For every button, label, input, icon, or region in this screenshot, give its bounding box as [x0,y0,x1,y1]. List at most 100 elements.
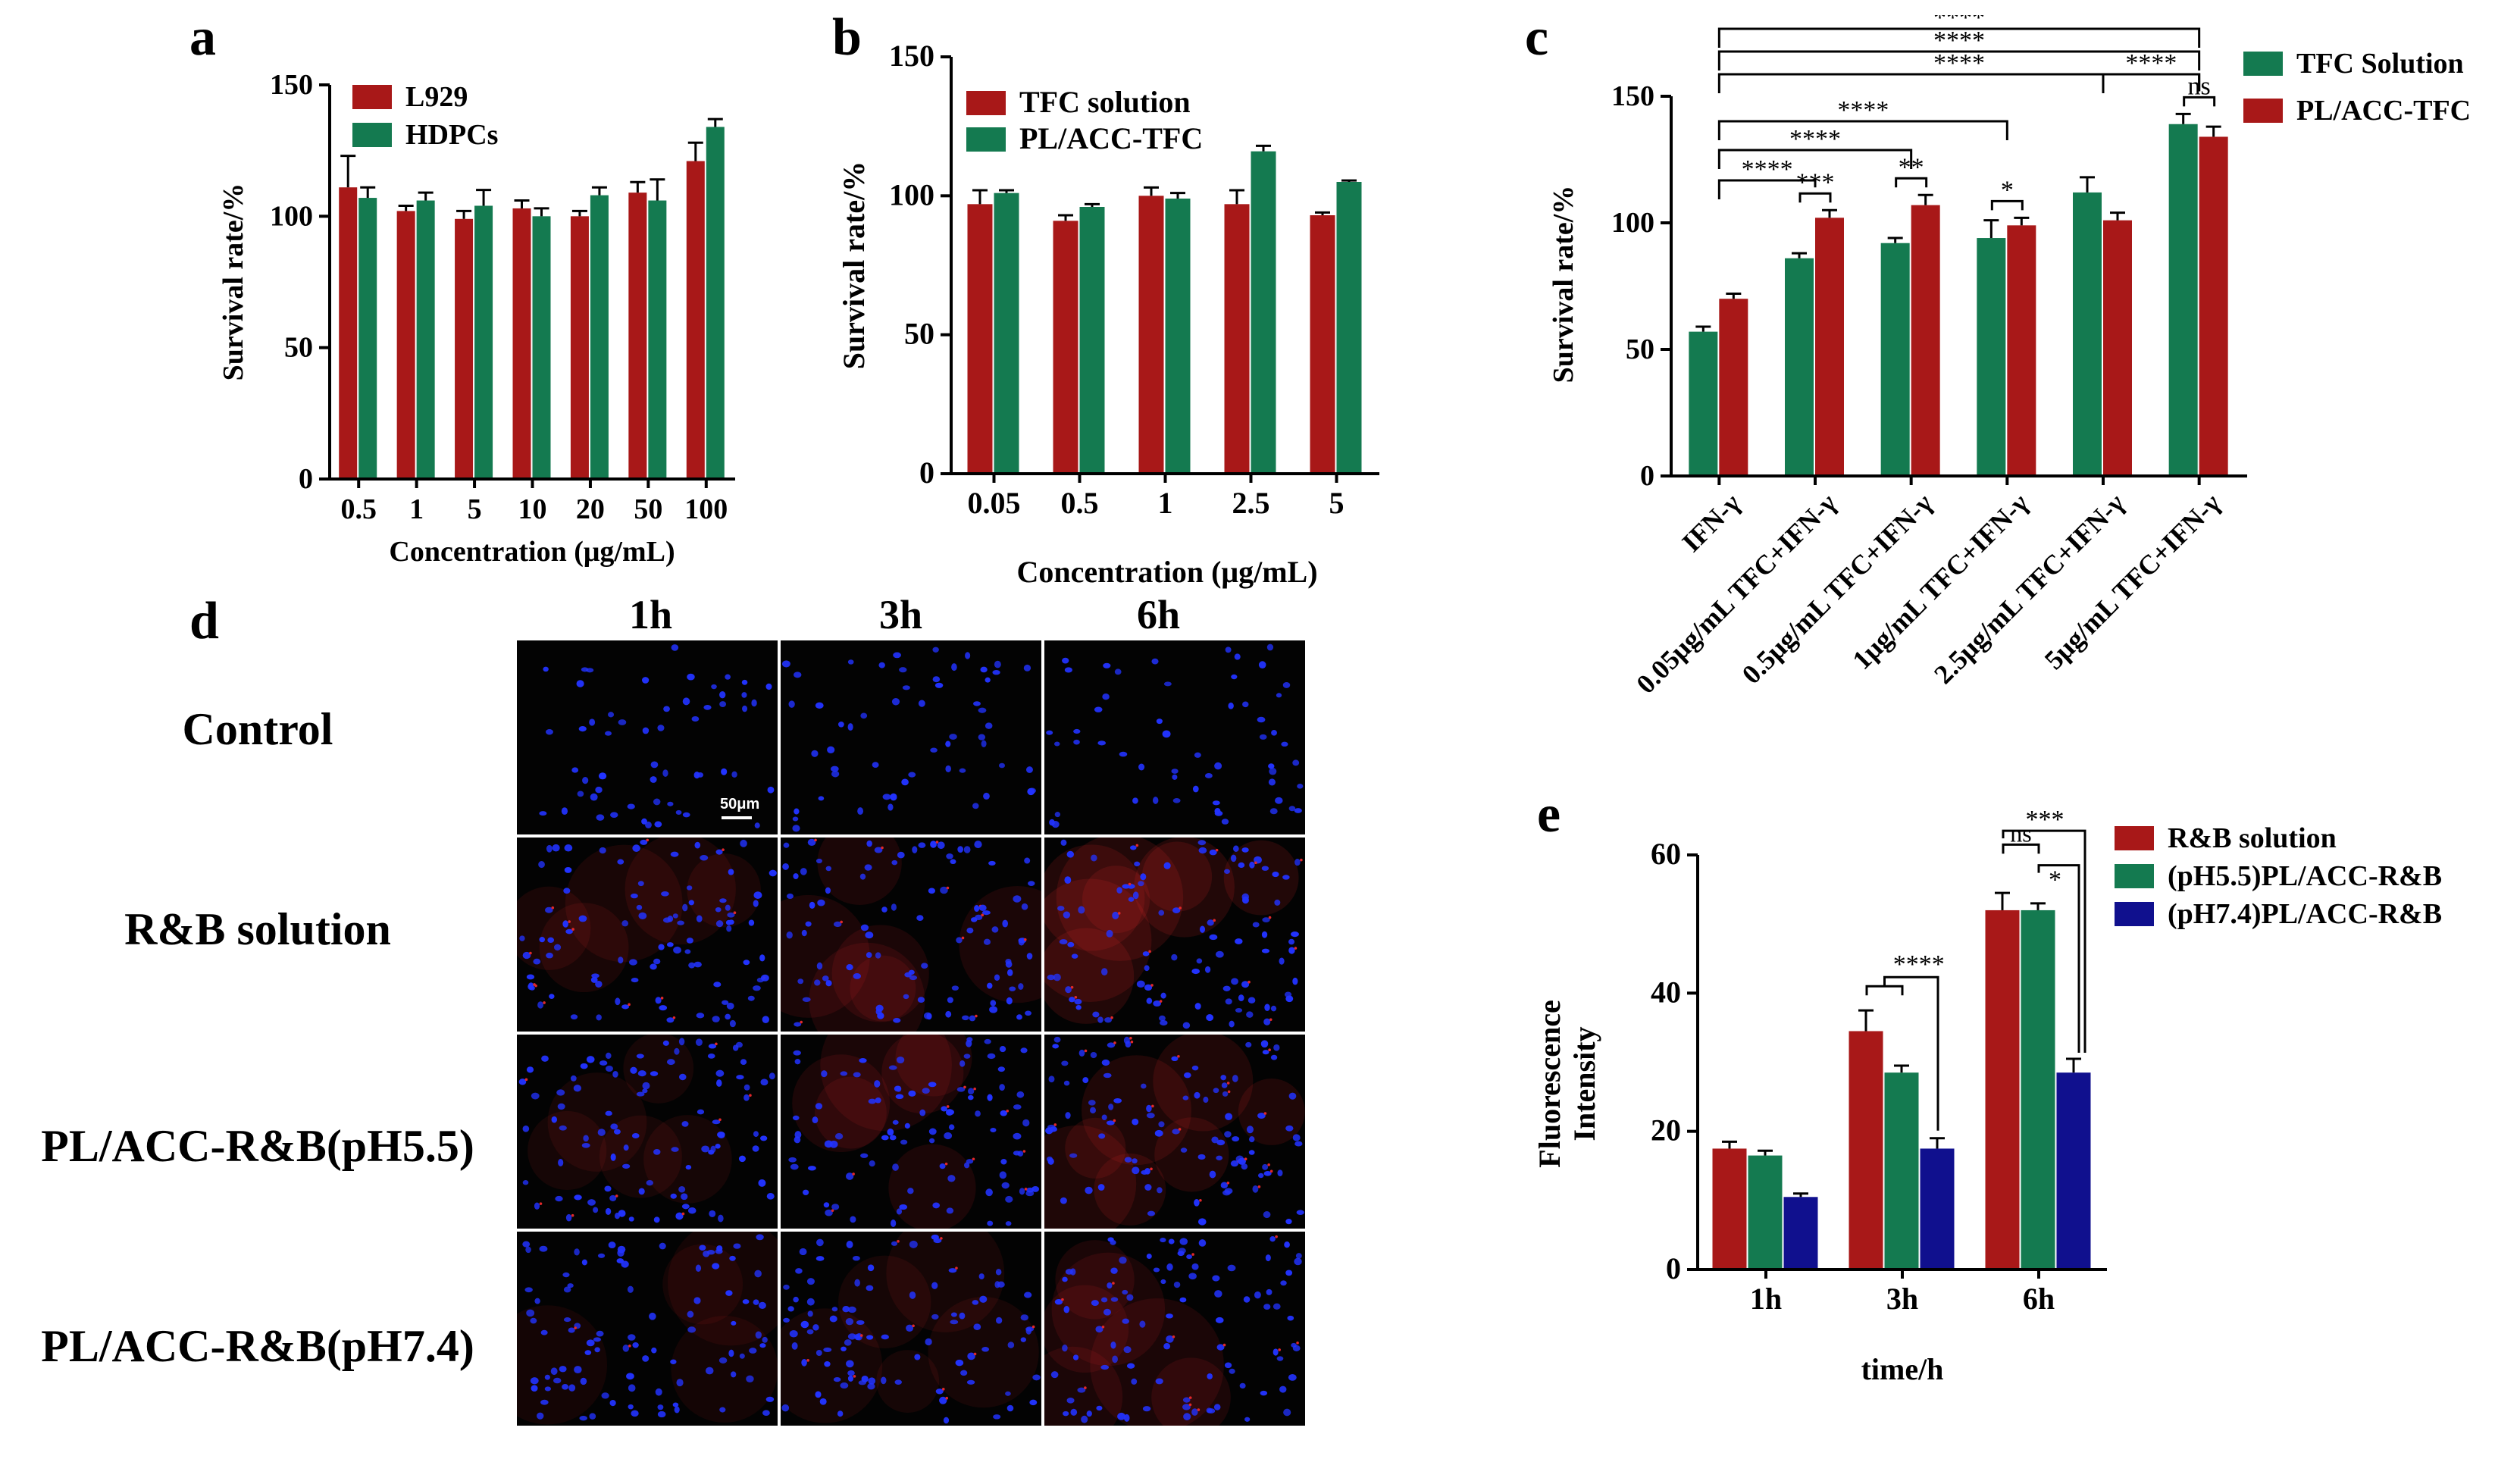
sig-bracket-c-10 [2183,95,2216,107]
legend-swatch-e-2 [2115,902,2154,926]
sig-bracket-e-0a [1865,985,1904,996]
micrograph-r2-c2 [1044,1035,1305,1229]
y-tick-label-a-0: 0 [299,463,313,495]
bar-a-0-6 [686,161,705,480]
x-tick-label-b-2: 1 [1158,486,1173,520]
x-tick-label-a-0: 0.5 [340,493,377,525]
y-axis-label-c: Survival rate/% [1548,186,1579,384]
micrograph-image-r1-c1 [781,838,1041,1032]
x-axis-label-b: Concentration (μg/mL) [1016,555,1317,589]
bar-c-1-5 [2199,136,2228,476]
sig-bracket-c-9 [1990,199,2024,211]
sig-label-c-10: ns [2188,72,2211,100]
micro-col-label-1h: 1h [629,592,673,637]
sig-bracket-e-2 [2037,864,2080,1053]
bar-e-2-2 [2056,1072,2091,1270]
bar-b-0-0 [967,204,993,474]
sig-label-c-9: * [2001,176,2014,204]
x-tick-label-a-3: 10 [518,493,547,525]
bar-c-1-1 [1815,218,1844,476]
panel-letter-a: a [189,8,216,67]
bar-a-0-4 [570,216,589,479]
sig-label-c-4: **** [1789,125,1841,153]
micrograph-r3-c1 [781,1232,1041,1426]
sig-label-e-2: * [2049,866,2061,894]
y-tick-label-e-3: 60 [1651,837,1681,871]
legend-label-e-1: (pH5.5)PL/ACC-R&B [2168,860,2442,892]
legend-label-e-2: (pH7.4)PL/ACC-R&B [2168,898,2442,930]
sig-label-c-8: ** [1899,153,1924,181]
bar-c-0-1 [1785,258,1814,476]
sig-bracket-e-3 [2002,829,2086,1053]
micrograph-r0-c1 [781,640,1041,834]
sig-bracket-c-5 [1717,179,1817,199]
micro-row-label-control: Control [182,704,333,754]
y-axis-label-a: Survival rate/% [218,183,249,381]
chart-a-survival-l929-hdpcs: 0 50 100 150 0.5 1 5 10 20 50 100 Concentration (μg… [218,69,735,568]
bar-a-0-2 [455,218,474,479]
y-tick-label-e-1: 20 [1651,1113,1681,1147]
sig-label-c-0: **** [1933,15,1985,32]
bar-a-0-3 [512,208,531,479]
panel-letter-c: c [1525,8,1549,67]
bar-e-1-0 [1748,1155,1783,1270]
sig-label-e-0: **** [1893,950,1945,978]
sig-bracket-e-1 [2002,843,2040,854]
x-axis-label-a: Concentration (μg/mL) [389,536,675,568]
y-tick-label-c-1: 50 [1626,333,1654,365]
micrograph-image-r2-c0 [517,1035,778,1229]
x-tick-label-a-1: 1 [409,493,424,525]
legend-label-b-0: TFC solution [1019,85,1191,119]
legend-swatch-a-0 [352,85,392,109]
micrograph-r0-c2 [1044,640,1305,834]
x-tick-label-a-4: 20 [576,493,605,525]
x-tick-label-b-0: 0.05 [968,486,1021,520]
x-tick-label-a-6: 100 [684,493,728,525]
y-axis-label-b: Survival rate/% [837,161,871,369]
scale-bar-label: 50μm [720,796,760,812]
x-tick-label-c-0: IFN-γ [1676,487,1746,558]
legend-swatch-a-1 [352,123,392,147]
micrograph-image-r0-c2 [1044,640,1305,834]
panel-letter-e: e [1537,785,1561,844]
micrograph-r2-c1 [781,1035,1041,1229]
micrograph-image-r0-c1 [781,640,1041,834]
micrograph-grid: 50μm [517,640,1305,1436]
bar-a-0-5 [628,193,647,479]
y-tick-label-a-1: 50 [284,332,313,364]
x-tick-label-c-2: 0.5μg/mL TFC+IFN-γ [1736,487,1939,690]
micrograph-r0-c0: 50μm [517,640,778,834]
chart-b-survival-tfc: 0 50 100 150 0.05 0.5 1 2.5 5 Concentration (μg/m… [837,39,1379,589]
legend-swatch-c-1 [2243,99,2283,123]
bar-c-1-2 [1911,205,1940,476]
sig-bracket-c-8 [1895,177,1928,188]
panel-letter-d: d [189,592,219,650]
bar-c-1-0 [1719,299,1748,476]
bar-a-1-3 [532,216,551,479]
bar-a-1-5 [648,200,667,479]
sig-bracket-c-7 [1798,192,1832,203]
bar-c-0-5 [2168,124,2198,477]
legend-swatch-e-0 [2115,826,2154,850]
micrograph-r1-c2 [1044,838,1305,1032]
micrograph-r1-c1 [781,838,1041,1032]
micrograph-image-r2-c2 [1044,1035,1305,1229]
y-tick-label-c-3: 150 [1611,80,1654,112]
bar-e-0-2 [1985,910,2020,1270]
micrograph-image-r3-c2 [1044,1232,1305,1426]
micrograph-r2-c0 [517,1035,778,1229]
bar-b-0-2 [1138,196,1164,474]
x-tick-label-e-2: 6h [2023,1282,2055,1316]
bar-b-1-3 [1251,151,1276,474]
sig-bracket-e-0 [1883,975,1939,1131]
bar-e-0-0 [1712,1148,1747,1270]
x-tick-label-a-2: 5 [468,493,482,525]
micrograph-image-r0-c0 [517,640,778,834]
y-tick-label-b-0: 0 [919,456,934,490]
micrograph-r1-c0 [517,838,778,1032]
x-tick-label-c-4: 2.5μg/mL TFC+IFN-γ [1928,487,2130,690]
bar-e-2-0 [1783,1197,1818,1270]
sig-label-c-3: **** [1837,96,1889,124]
micro-row-label-pl-acc-ph74: PL/ACC-R&B(pH7.4) [41,1321,474,1371]
